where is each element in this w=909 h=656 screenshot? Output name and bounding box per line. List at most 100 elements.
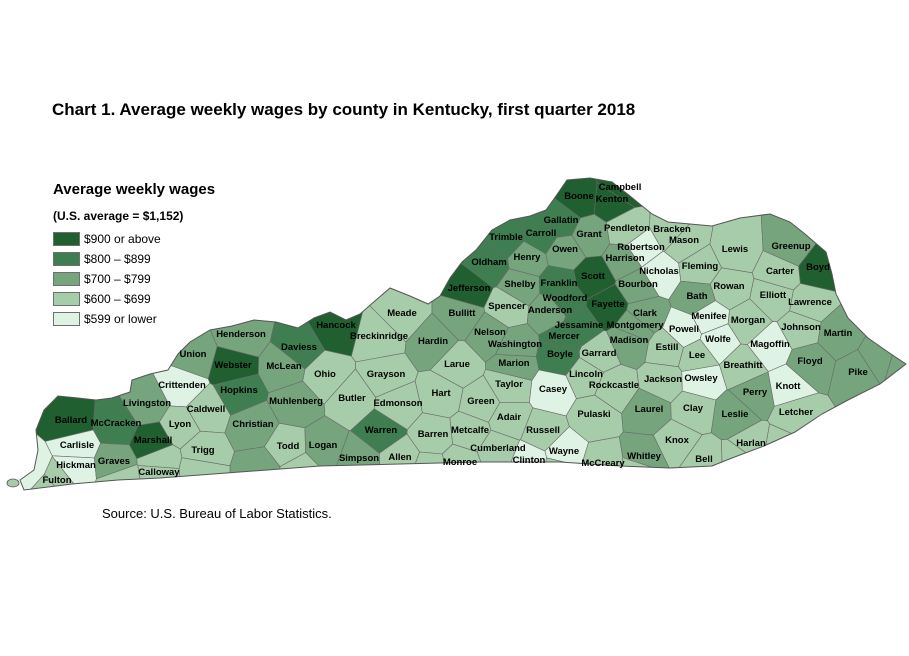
county-label-taylor: Taylor — [495, 379, 523, 390]
legend-label: $800 – $899 — [84, 252, 151, 266]
county-label-harrison: Harrison — [605, 253, 644, 264]
county-label-spencer: Spencer — [488, 301, 526, 312]
county-label-gallatin: Gallatin — [544, 215, 579, 226]
county-label-caldwell: Caldwell — [187, 404, 226, 415]
county-label-mercer: Mercer — [548, 331, 579, 342]
county-label-fulton: Fulton — [42, 475, 71, 486]
county-label-hopkins: Hopkins — [220, 385, 257, 396]
county-label-wolfe: Wolfe — [705, 334, 731, 345]
county-label-powell: Powell — [669, 324, 699, 335]
county-label-russell: Russell — [526, 425, 560, 436]
county-label-ohio: Ohio — [314, 369, 336, 380]
county-label-franklin: Franklin — [541, 278, 578, 289]
county-label-lincoln: Lincoln — [569, 369, 603, 380]
county-label-graves: Graves — [98, 456, 130, 467]
county-label-campbell: Campbell — [599, 182, 642, 193]
county-label-rockcastle: Rockcastle — [589, 380, 639, 391]
county-label-washington: Washington — [488, 339, 542, 350]
county-label-bath: Bath — [686, 291, 707, 302]
county-label-estill: Estill — [656, 342, 679, 353]
county-label-boyle: Boyle — [547, 349, 573, 360]
county-fill — [762, 423, 905, 490]
county-label-bell: Bell — [695, 454, 712, 465]
county-label-owsley: Owsley — [684, 373, 718, 384]
county-label-boone: Boone — [564, 191, 594, 202]
county-label-knox: Knox — [665, 435, 689, 446]
county-label-madison: Madison — [610, 335, 649, 346]
county-label-mccracken: McCracken — [91, 418, 142, 429]
county-meade — [337, 178, 433, 343]
county-label-hickman: Hickman — [56, 460, 96, 471]
county-label-lewis: Lewis — [722, 244, 748, 255]
county-label-martin: Martin — [824, 328, 853, 339]
county-label-calloway: Calloway — [138, 467, 180, 478]
county-label-webster: Webster — [214, 360, 252, 371]
county-label-lee: Lee — [689, 350, 705, 361]
county-label-carroll: Carroll — [526, 228, 557, 239]
kentucky-bend-exclave — [6, 478, 20, 488]
county-label-daviess: Daviess — [281, 342, 317, 353]
county-label-trigg: Trigg — [191, 445, 214, 456]
county-label-clinton: Clinton — [513, 455, 546, 466]
legend-item-700-799: $700 – $799 — [53, 269, 161, 289]
county-label-anderson: Anderson — [528, 305, 573, 316]
county-label-hart: Hart — [431, 388, 451, 399]
county-label-clay: Clay — [683, 403, 704, 414]
county-label-jessamine: Jessamine — [555, 320, 604, 331]
county-label-owen: Owen — [552, 244, 578, 255]
county-label-nelson: Nelson — [474, 327, 506, 338]
county-label-morgan: Morgan — [731, 315, 766, 326]
county-label-union: Union — [180, 349, 207, 360]
county-label-garrard: Garrard — [582, 348, 617, 359]
county-label-metcalfe: Metcalfe — [451, 425, 489, 436]
county-boyd — [798, 178, 906, 296]
county-label-livingston: Livingston — [123, 398, 171, 409]
county-label-crittenden: Crittenden — [158, 380, 206, 391]
legend-item-600-699: $600 – $699 — [53, 289, 161, 309]
county-label-fleming: Fleming — [682, 261, 719, 272]
chart-title: Chart 1. Average weekly wages by county … — [52, 100, 636, 119]
county-label-christian: Christian — [232, 419, 273, 430]
county-label-wayne: Wayne — [549, 446, 579, 457]
county-label-rowan: Rowan — [713, 281, 744, 292]
county-label-carter: Carter — [766, 266, 794, 277]
county-label-lawrence: Lawrence — [788, 297, 832, 308]
county-label-allen: Allen — [388, 452, 411, 463]
county-label-muhlenberg: Muhlenberg — [269, 396, 323, 407]
legend-label: $600 – $699 — [84, 292, 151, 306]
legend-swatch — [53, 272, 80, 286]
legend-label: $599 or lower — [84, 312, 157, 326]
county-label-bullitt: Bullitt — [449, 308, 477, 319]
county-label-marshall: Marshall — [134, 435, 173, 446]
legend-swatch — [53, 252, 80, 266]
county-label-logan: Logan — [309, 440, 338, 451]
county-label-casey: Casey — [539, 384, 568, 395]
county-label-oldham: Oldham — [471, 257, 506, 268]
county-label-warren: Warren — [365, 425, 398, 436]
county-label-bourbon: Bourbon — [618, 279, 658, 290]
county-label-cumberland: Cumberland — [470, 443, 526, 454]
county-label-laurel: Laurel — [635, 404, 664, 415]
county-label-larue: Larue — [444, 359, 470, 370]
county-label-pendleton: Pendleton — [604, 223, 650, 234]
county-label-breathitt: Breathitt — [723, 360, 763, 371]
legend-swatch — [53, 232, 80, 246]
county-ballard — [20, 178, 98, 442]
county-label-johnson: Johnson — [781, 322, 821, 333]
county-label-shelby: Shelby — [504, 279, 536, 290]
legend-swatch — [53, 312, 80, 326]
county-label-carlisle: Carlisle — [60, 440, 94, 451]
county-label-mclean: McLean — [266, 361, 302, 372]
county-label-clark: Clark — [633, 308, 657, 319]
legend-subtitle: (U.S. average = $1,152) — [53, 209, 184, 223]
county-label-whitley: Whitley — [627, 451, 661, 462]
source-note: Source: U.S. Bureau of Labor Statistics. — [102, 506, 332, 521]
county-label-edmonson: Edmonson — [373, 398, 422, 409]
county-label-magoffin: Magoffin — [750, 339, 790, 350]
county-label-marion: Marion — [498, 358, 529, 369]
county-label-barren: Barren — [418, 429, 449, 440]
county-fill — [136, 444, 183, 469]
county-label-perry: Perry — [743, 387, 768, 398]
county-label-butler: Butler — [338, 393, 366, 404]
